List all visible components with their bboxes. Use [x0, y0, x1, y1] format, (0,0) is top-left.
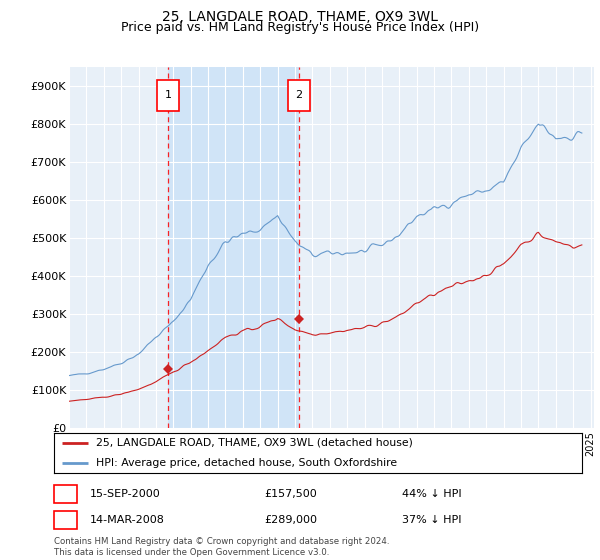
Text: 37% ↓ HPI: 37% ↓ HPI — [402, 515, 461, 525]
Text: 1: 1 — [62, 489, 69, 499]
Text: 25, LANGDALE ROAD, THAME, OX9 3WL: 25, LANGDALE ROAD, THAME, OX9 3WL — [162, 10, 438, 24]
Text: Contains HM Land Registry data © Crown copyright and database right 2024.
This d: Contains HM Land Registry data © Crown c… — [54, 537, 389, 557]
Text: Price paid vs. HM Land Registry's House Price Index (HPI): Price paid vs. HM Land Registry's House … — [121, 21, 479, 34]
Text: 15-SEP-2000: 15-SEP-2000 — [90, 489, 161, 499]
FancyBboxPatch shape — [287, 80, 310, 110]
Text: 44% ↓ HPI: 44% ↓ HPI — [402, 489, 461, 499]
FancyBboxPatch shape — [157, 80, 179, 110]
Text: 2: 2 — [62, 515, 69, 525]
Text: £289,000: £289,000 — [264, 515, 317, 525]
Text: £157,500: £157,500 — [264, 489, 317, 499]
Bar — [168, 67, 299, 428]
Text: 14-MAR-2008: 14-MAR-2008 — [90, 515, 165, 525]
Text: 2: 2 — [295, 90, 302, 100]
Text: 25, LANGDALE ROAD, THAME, OX9 3WL (detached house): 25, LANGDALE ROAD, THAME, OX9 3WL (detac… — [96, 438, 413, 448]
Text: 1: 1 — [165, 90, 172, 100]
Text: HPI: Average price, detached house, South Oxfordshire: HPI: Average price, detached house, Sout… — [96, 458, 397, 468]
